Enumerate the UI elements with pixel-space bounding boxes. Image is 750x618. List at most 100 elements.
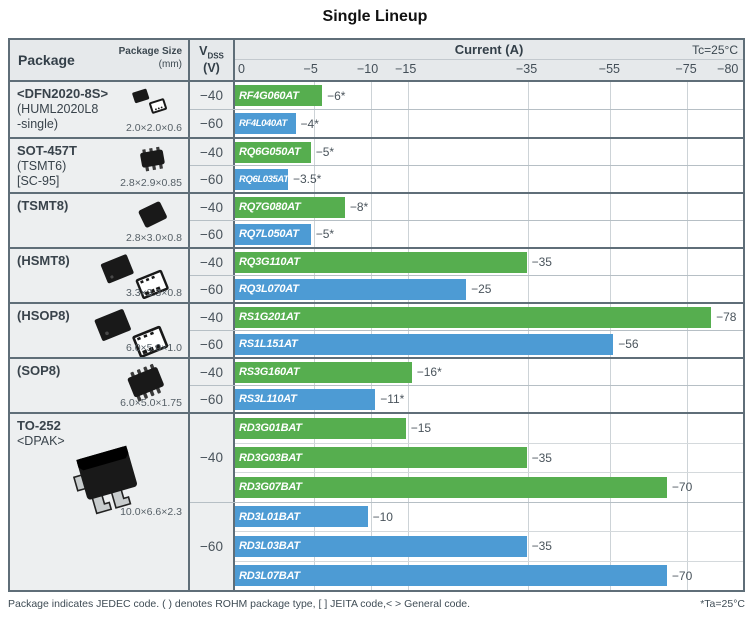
axis-tick-label: 0 (238, 62, 245, 76)
part-number-label: RD3L07BAT (239, 569, 300, 582)
part-number-label: RD3G01BAT (239, 422, 302, 435)
vdss-group: −40 RQ6G050AT −5* (190, 139, 743, 165)
current-value-label: −5* (315, 227, 335, 241)
part-number-label: RD3L03BAT (239, 540, 300, 553)
bar-row: RD3G07BAT −70 (235, 472, 743, 502)
current-bar: RQ7L050AT (235, 223, 311, 245)
chart-cell: RD3G01BAT −15 RD3G03BAT −35 RD3G07BAT −70 (235, 414, 743, 502)
current-value-label: −70 (671, 480, 693, 495)
vdss-value: −60 (190, 331, 235, 357)
package-name: (HSOP8) (17, 308, 70, 324)
tc-condition-label: Tc=25°C (692, 43, 738, 57)
bar-row: RD3L01BAT −10 (235, 503, 743, 532)
chart-cell: RQ7L050AT −5* (235, 221, 743, 247)
chart-cell: RS1G201AT −78 (235, 304, 743, 330)
bar-row: RS3L110AT −11* (235, 386, 743, 412)
package-to252-icon (58, 440, 158, 525)
vdss-value: −60 (190, 221, 235, 247)
part-number-label: RQ7L050AT (239, 228, 299, 240)
package-dfn2020-icon (128, 85, 174, 122)
chart-cell: RQ7G080AT −8* (235, 194, 743, 220)
chart-cell: RQ6G050AT −5* (235, 139, 743, 165)
table-header: Package Package Size (mm) VDSS (V) Curre… (10, 40, 743, 82)
vdss-group: −60 RS1L151AT −56 (190, 330, 743, 357)
part-number-label: RS1G201AT (239, 311, 300, 323)
part-number-label: RS3L110AT (239, 393, 297, 405)
current-bar: RD3L07BAT (235, 565, 667, 587)
current-bar: RD3G03BAT (235, 447, 527, 469)
axis-tick-label: −5 (303, 62, 318, 76)
current-value-label: −16* (416, 365, 442, 379)
header-package-size-label: Package Size (mm) (118, 46, 182, 70)
package-size-value: 10.0×6.6×2.3 (120, 505, 182, 518)
bar-row: RQ6L035AT −3.5* (235, 166, 743, 192)
vdss-value: −60 (190, 110, 235, 137)
current-bar: RS3G160AT (235, 361, 412, 383)
current-value-label: −78 (716, 310, 737, 324)
package-name: SOT-457T (TSMT6) [SC-95] (17, 143, 77, 189)
part-number-label: RQ3G110AT (239, 256, 300, 268)
vdss-group: −60 RD3L01BAT −10 RD3L03BAT −35 RD3L07BAT −70 (190, 501, 743, 590)
footnote-ta: *Ta=25°C (700, 598, 745, 610)
package-row: (SOP8) 6.0×5.0×1.75 −40 RS3G160AT −16* −60 RS3… (10, 357, 743, 412)
current-value-label: −5* (315, 145, 335, 159)
vdss-groups: −40 RQ7G080AT −8* −60 RQ7L050AT −5* (190, 194, 743, 247)
current-bar: RQ6G050AT (235, 141, 311, 163)
package-size-value: 6.0×5.0×1.0 (125, 342, 182, 354)
chart-cell: RQ3L070AT −25 (235, 276, 743, 302)
package-name-line: -single) (17, 117, 58, 132)
part-number-label: RD3G07BAT (239, 481, 302, 494)
package-cell: (HSMT8) 3.3×3.3×0.8 (10, 249, 190, 302)
vdss-value: −40 (190, 414, 235, 502)
bar-row: RQ3L070AT −25 (235, 276, 743, 302)
package-size-value: 3.3×3.3×0.8 (125, 287, 182, 299)
bar-row: RS1L151AT −56 (235, 331, 743, 357)
vdss-group: −60 RS3L110AT −11* (190, 385, 743, 412)
current-value-label: −56 (618, 337, 639, 351)
vdss-value: −40 (190, 359, 235, 385)
part-number-label: RQ6G050AT (239, 146, 301, 158)
vdss-group: −40 RQ3G110AT −35 (190, 249, 743, 275)
current-bar: RS3L110AT (235, 388, 376, 410)
axis-tick-label: −35 (515, 62, 538, 76)
package-size-value: 2.0×2.0×0.6 (125, 122, 182, 134)
package-sot457t-icon (132, 142, 174, 181)
vdss-value: −60 (190, 166, 235, 192)
package-cell: (TSMT8) 2.8×3.0×0.8 (10, 194, 190, 247)
package-name-line: TO-252 (17, 418, 61, 433)
package-size-value: 6.0×5.0×1.75 (120, 397, 182, 409)
footnote-codes: Package indicates JEDEC code. ( ) denote… (8, 598, 471, 610)
package-row: (HSMT8) 3.3×3.3×0.8 −40 RQ3G110AT −35 −60 RQ3L… (10, 247, 743, 302)
package-name-line: (TSMT6) (17, 158, 67, 173)
vdss-group: −60 RQ3L070AT −25 (190, 275, 743, 302)
table-body: <DFN2020-8S> (HUML2020L8 -single) 2.0×2.0×… (10, 82, 743, 590)
package-size-value: 2.8×2.9×0.85 (120, 177, 182, 189)
current-value-label: −8* (349, 200, 369, 214)
vdss-value: −40 (190, 249, 235, 275)
current-value-label: −4* (300, 116, 319, 131)
package-row: (TSMT8) 2.8×3.0×0.8 −40 RQ7G080AT −8* −60 RQ7L… (10, 192, 743, 247)
part-number-label: RF4L040AT (239, 118, 287, 129)
chart-cell: RS3L110AT −11* (235, 386, 743, 412)
vdss-value: −40 (190, 304, 235, 330)
package-name-line: (HSOP8) (17, 308, 70, 323)
part-number-label: RD3L01BAT (239, 510, 300, 523)
package-sop8-icon (122, 362, 174, 412)
current-bar: RS1G201AT (235, 306, 712, 328)
header-vdss-cell: VDSS (V) (190, 40, 235, 80)
package-cell: (SOP8) 6.0×5.0×1.75 (10, 359, 190, 412)
package-name: (TSMT8) (17, 198, 68, 214)
vdss-group: −60 RQ6L035AT −3.5* (190, 165, 743, 192)
part-number-label: RQ7G080AT (239, 201, 301, 213)
lineup-table: Package Package Size (mm) VDSS (V) Curre… (8, 38, 745, 592)
vdss-groups: −40 RS3G160AT −16* −60 RS3L110AT −11* (190, 359, 743, 412)
axis-tick-label: −55 (598, 62, 620, 76)
current-bar: RQ3G110AT (235, 251, 527, 273)
figure-title: Single Lineup (322, 8, 428, 25)
vdss-groups: −40 RF4G060AT −6* −60 RF4L040AT −4* (190, 82, 743, 137)
vdss-group: −60 RQ7L050AT −5* (190, 220, 743, 247)
current-bar: RQ7G080AT (235, 196, 345, 218)
current-value-label: −15 (410, 421, 432, 436)
vdss-value: −60 (190, 276, 235, 302)
